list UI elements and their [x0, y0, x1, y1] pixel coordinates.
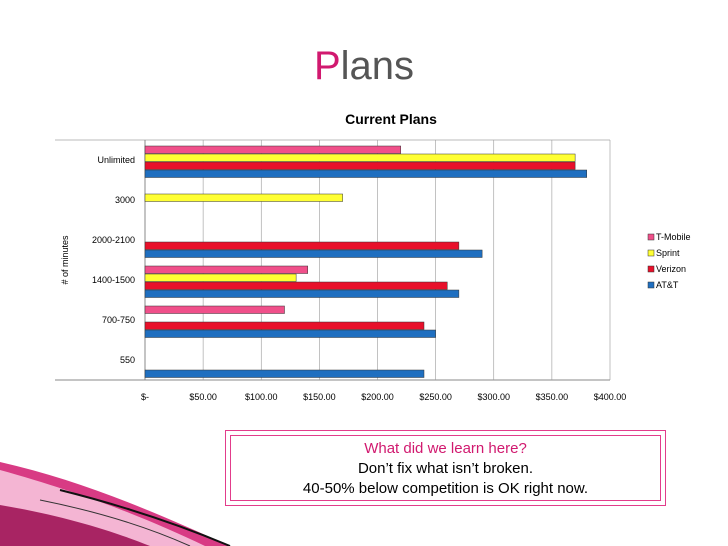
legend-label: T-Mobile — [656, 232, 691, 242]
bar-verizon-14001500 — [144, 281, 448, 290]
chart-title: Current Plans — [345, 111, 437, 127]
legend-swatch — [647, 249, 655, 257]
bar-att-700750 — [144, 329, 436, 338]
slide-title-first-letter: P — [313, 44, 341, 88]
x-tick-label: $300.00 — [477, 392, 510, 402]
bar-att-20002100 — [144, 249, 483, 258]
x-tick-labels: $- $50.00 $100.00 $150.00 $200.00 $250.00 $300… — [141, 392, 626, 402]
category-labels: Unlimited 3000 2000-2100 1400-1500 700-750 55… — [92, 155, 135, 365]
legend-swatch — [647, 233, 655, 241]
legend-label: Verizon — [656, 264, 686, 274]
legend-label: Sprint — [656, 248, 680, 258]
slide-title: Plans — [0, 44, 728, 89]
callout-line-2: Don’t fix what isn’t broken. — [357, 460, 534, 477]
bar-verizon-unlimited — [144, 161, 576, 170]
category-label: 1400-1500 — [92, 275, 135, 285]
x-tick-label: $350.00 — [536, 392, 569, 402]
callout-line-3: 40-50% below competition is OK right now… — [302, 480, 589, 497]
category-label: 2000-2100 — [92, 235, 135, 245]
category-label: 550 — [120, 355, 135, 365]
bar-att-550 — [144, 369, 425, 378]
legend-swatch — [647, 265, 655, 273]
bar-tmobile-unlimited — [144, 145, 401, 154]
category-label: 700-750 — [102, 315, 135, 325]
x-tick-label: $- — [141, 392, 149, 402]
x-tick-label: $400.00 — [594, 392, 627, 402]
callout-question: What did we learn here? — [364, 440, 527, 457]
bar-att-14001500 — [144, 289, 460, 298]
x-tick-label: $150.00 — [303, 392, 336, 402]
gridlines — [55, 139, 611, 381]
slide-title-rest: lans — [340, 44, 415, 88]
legend-swatch — [647, 281, 655, 289]
takeaway-callout-inner: What did we learn here? Don’t fix what i… — [230, 435, 661, 501]
category-label: Unlimited — [97, 155, 135, 165]
y-axis-label: # of minutes — [60, 235, 70, 285]
bar-sprint-unlimited — [144, 153, 576, 162]
bar-tmobile-700750 — [144, 305, 285, 314]
takeaway-callout: What did we learn here? Don’t fix what i… — [225, 430, 666, 506]
bar-verizon-700750 — [144, 321, 425, 330]
legend: T-Mobile Sprint Verizon AT&T — [647, 232, 691, 290]
x-tick-label: $200.00 — [361, 392, 394, 402]
bar-verizon-20002100 — [144, 241, 460, 250]
bar-sprint-14001500 — [144, 273, 297, 282]
x-tick-label: $50.00 — [189, 392, 217, 402]
bar-att-unlimited — [144, 169, 587, 178]
bars — [144, 145, 587, 378]
bar-sprint-3000 — [144, 193, 343, 202]
x-tick-label: $100.00 — [245, 392, 278, 402]
bar-tmobile-14001500 — [144, 265, 308, 274]
legend-label: AT&T — [656, 280, 679, 290]
x-tick-label: $250.00 — [419, 392, 452, 402]
category-label: 3000 — [115, 195, 135, 205]
